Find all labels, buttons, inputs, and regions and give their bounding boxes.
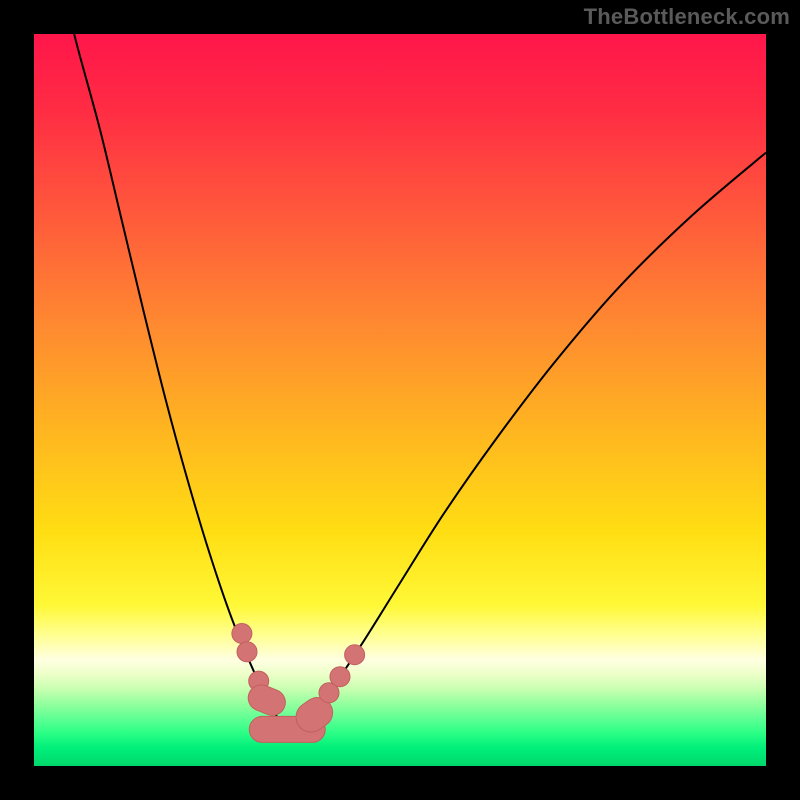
chart-svg bbox=[0, 0, 800, 800]
marker-dot bbox=[345, 645, 365, 665]
marker-dot bbox=[330, 667, 350, 687]
marker-dot bbox=[237, 642, 257, 662]
bottleneck-chart: TheBottleneck.com bbox=[0, 0, 800, 800]
marker-dot bbox=[232, 624, 252, 644]
plot-background bbox=[34, 34, 766, 766]
watermark-text: TheBottleneck.com bbox=[584, 4, 790, 30]
